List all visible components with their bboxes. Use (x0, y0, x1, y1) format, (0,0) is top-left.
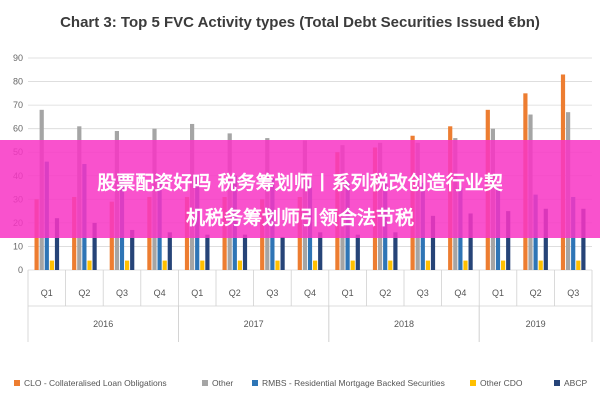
bar (506, 211, 511, 270)
chart-legend: CLO - Collateralised Loan Obligations Oth… (14, 378, 594, 394)
bar (543, 208, 548, 270)
bar (425, 260, 430, 270)
x-group-label: 2017 (244, 319, 264, 329)
bar (87, 260, 92, 270)
legend-item: Other (202, 378, 233, 388)
bar (318, 232, 323, 270)
bar (388, 260, 393, 270)
y-tick-label: 80 (13, 77, 23, 87)
legend-swatch (470, 380, 476, 386)
y-tick-label: 90 (13, 53, 23, 63)
bar (54, 218, 60, 270)
bar (49, 260, 54, 270)
x-group-label: 2018 (394, 319, 414, 329)
bar (242, 234, 248, 270)
legend-swatch (554, 380, 560, 386)
x-tick-label: Q2 (229, 288, 241, 298)
legend-item: RMBS - Residential Mortgage Backed Secur… (252, 378, 445, 388)
bar (92, 222, 97, 270)
x-tick-label: Q2 (379, 288, 391, 298)
bar (468, 213, 473, 270)
legend-swatch (202, 380, 208, 386)
x-tick-label: Q3 (567, 288, 579, 298)
bar (355, 234, 360, 270)
x-tick-label: Q3 (417, 288, 429, 298)
bar (393, 232, 398, 270)
bar (430, 215, 436, 270)
bar (205, 234, 210, 270)
bar (280, 237, 285, 270)
banner-text-line-1: 股票配资好吗 税务筹划师丨系列税改创造行业契 (97, 172, 503, 194)
bar (581, 208, 586, 270)
bar (350, 260, 355, 270)
legend-swatch (14, 380, 20, 386)
bar (200, 260, 205, 270)
bar (237, 260, 242, 270)
x-tick-label: Q3 (266, 288, 278, 298)
legend-label: Other (212, 378, 234, 388)
x-tick-label: Q1 (41, 288, 53, 298)
x-tick-label: Q4 (454, 288, 466, 298)
legend-label: Other CDO (480, 378, 523, 388)
legend-label: CLO - Collateralised Loan Obligations (24, 378, 167, 388)
x-group-label: 2016 (93, 319, 113, 329)
bar (576, 260, 581, 270)
legend-swatch (252, 380, 258, 386)
x-tick-label: Q1 (342, 288, 354, 298)
y-tick-label: 0 (18, 265, 23, 275)
bar (167, 232, 172, 270)
y-tick-label: 70 (13, 100, 23, 110)
x-tick-label: Q1 (492, 288, 504, 298)
banner-text-line-2: 机税务筹划师引领合法节税 (185, 207, 414, 229)
legend-item: ABCP (554, 378, 587, 388)
x-group-label: 2019 (526, 319, 546, 329)
x-tick-label: Q4 (154, 288, 166, 298)
legend-item: CLO - Collateralised Loan Obligations (14, 378, 167, 388)
bar (130, 229, 135, 270)
y-tick-label: 10 (13, 241, 23, 251)
bar (501, 260, 506, 270)
x-tick-label: Q3 (116, 288, 128, 298)
bar (162, 260, 167, 270)
bar (125, 260, 130, 270)
bar (538, 260, 543, 270)
bar (463, 260, 468, 270)
bar (313, 260, 318, 270)
x-tick-label: Q1 (191, 288, 203, 298)
x-tick-label: Q2 (78, 288, 90, 298)
y-tick-label: 60 (13, 124, 23, 134)
overlay-banner (0, 140, 600, 238)
legend-item: Other CDO (470, 378, 523, 388)
x-tick-label: Q2 (530, 288, 542, 298)
chart-title: Chart 3: Top 5 FVC Activity types (Total… (60, 14, 540, 31)
x-tick-label: Q4 (304, 288, 316, 298)
bar (275, 260, 280, 270)
legend-label: ABCP (564, 378, 588, 388)
legend-label: RMBS - Residential Mortgage Backed Secur… (262, 378, 445, 388)
